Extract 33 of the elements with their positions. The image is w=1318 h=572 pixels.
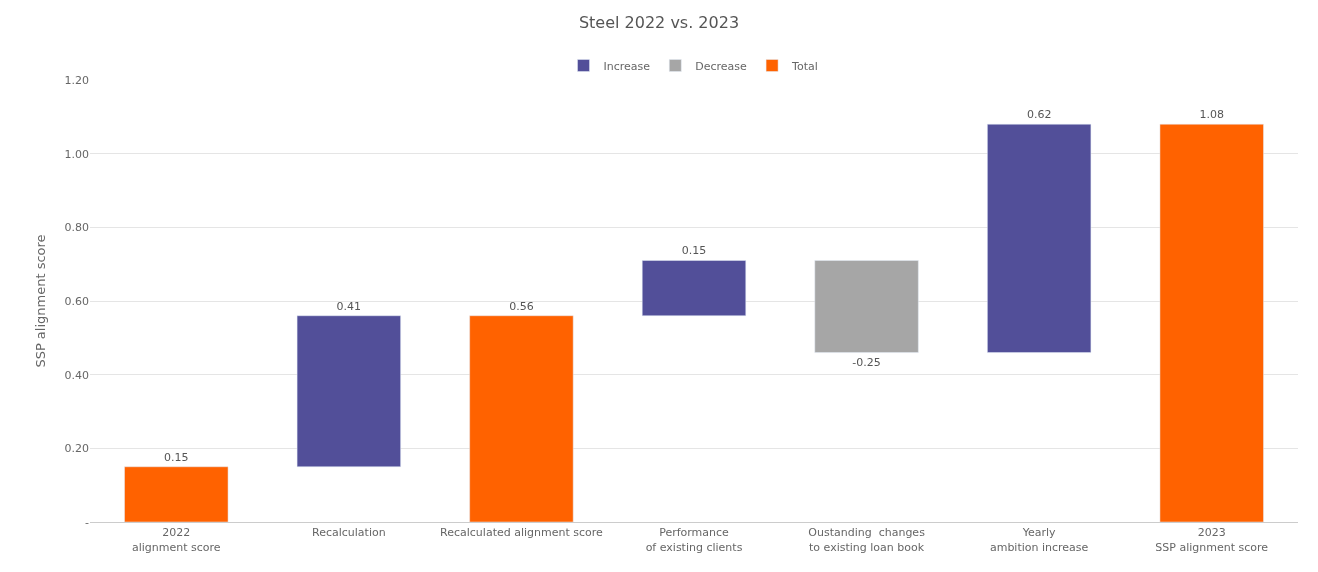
bar	[641, 260, 747, 316]
x-tick-label: Yearly ambition increase	[989, 526, 1089, 554]
y-axis-title: SSP alignment score	[33, 234, 49, 368]
x-tick-label: 2023 SSP alignment score	[1155, 526, 1269, 554]
data-label: 0.62	[1026, 108, 1052, 122]
x-tick-label: Recalculated alignment score	[440, 526, 604, 540]
x-tick-label: 2022 alignment score	[131, 526, 221, 554]
chart-title: Steel 2022 vs. 2023	[578, 13, 740, 33]
y-tick-label: -	[85, 515, 90, 529]
bar	[814, 260, 919, 353]
bar	[987, 123, 1092, 353]
y-tick-label: 1.20	[64, 73, 89, 87]
bar	[124, 466, 229, 522]
y-tick-label: 0.20	[64, 442, 89, 456]
legend-label: Decrease	[695, 59, 748, 73]
x-tick-label: Recalculation	[312, 526, 386, 540]
x-tick-label: Oustanding changes to existing loan book	[808, 526, 926, 554]
legend-label: Total	[791, 59, 818, 73]
y-tick-label: 0.80	[64, 221, 89, 235]
bar	[469, 315, 574, 522]
y-tick-label: 0.60	[64, 294, 89, 308]
x-tick-label: Performance of existing clients	[645, 526, 743, 554]
data-label: 1.08	[1199, 108, 1224, 122]
data-label: 0.15	[164, 450, 189, 464]
y-tick-label: 0.40	[64, 368, 89, 382]
y-tick-label: 1.00	[64, 147, 89, 161]
data-label: -0.25	[852, 355, 881, 369]
data-label: 0.15	[681, 244, 707, 258]
data-label: 0.56	[509, 299, 534, 313]
bar	[1159, 123, 1264, 522]
bar	[296, 315, 401, 467]
data-label: 0.41	[336, 299, 362, 313]
legend-label: Increase	[603, 59, 651, 73]
